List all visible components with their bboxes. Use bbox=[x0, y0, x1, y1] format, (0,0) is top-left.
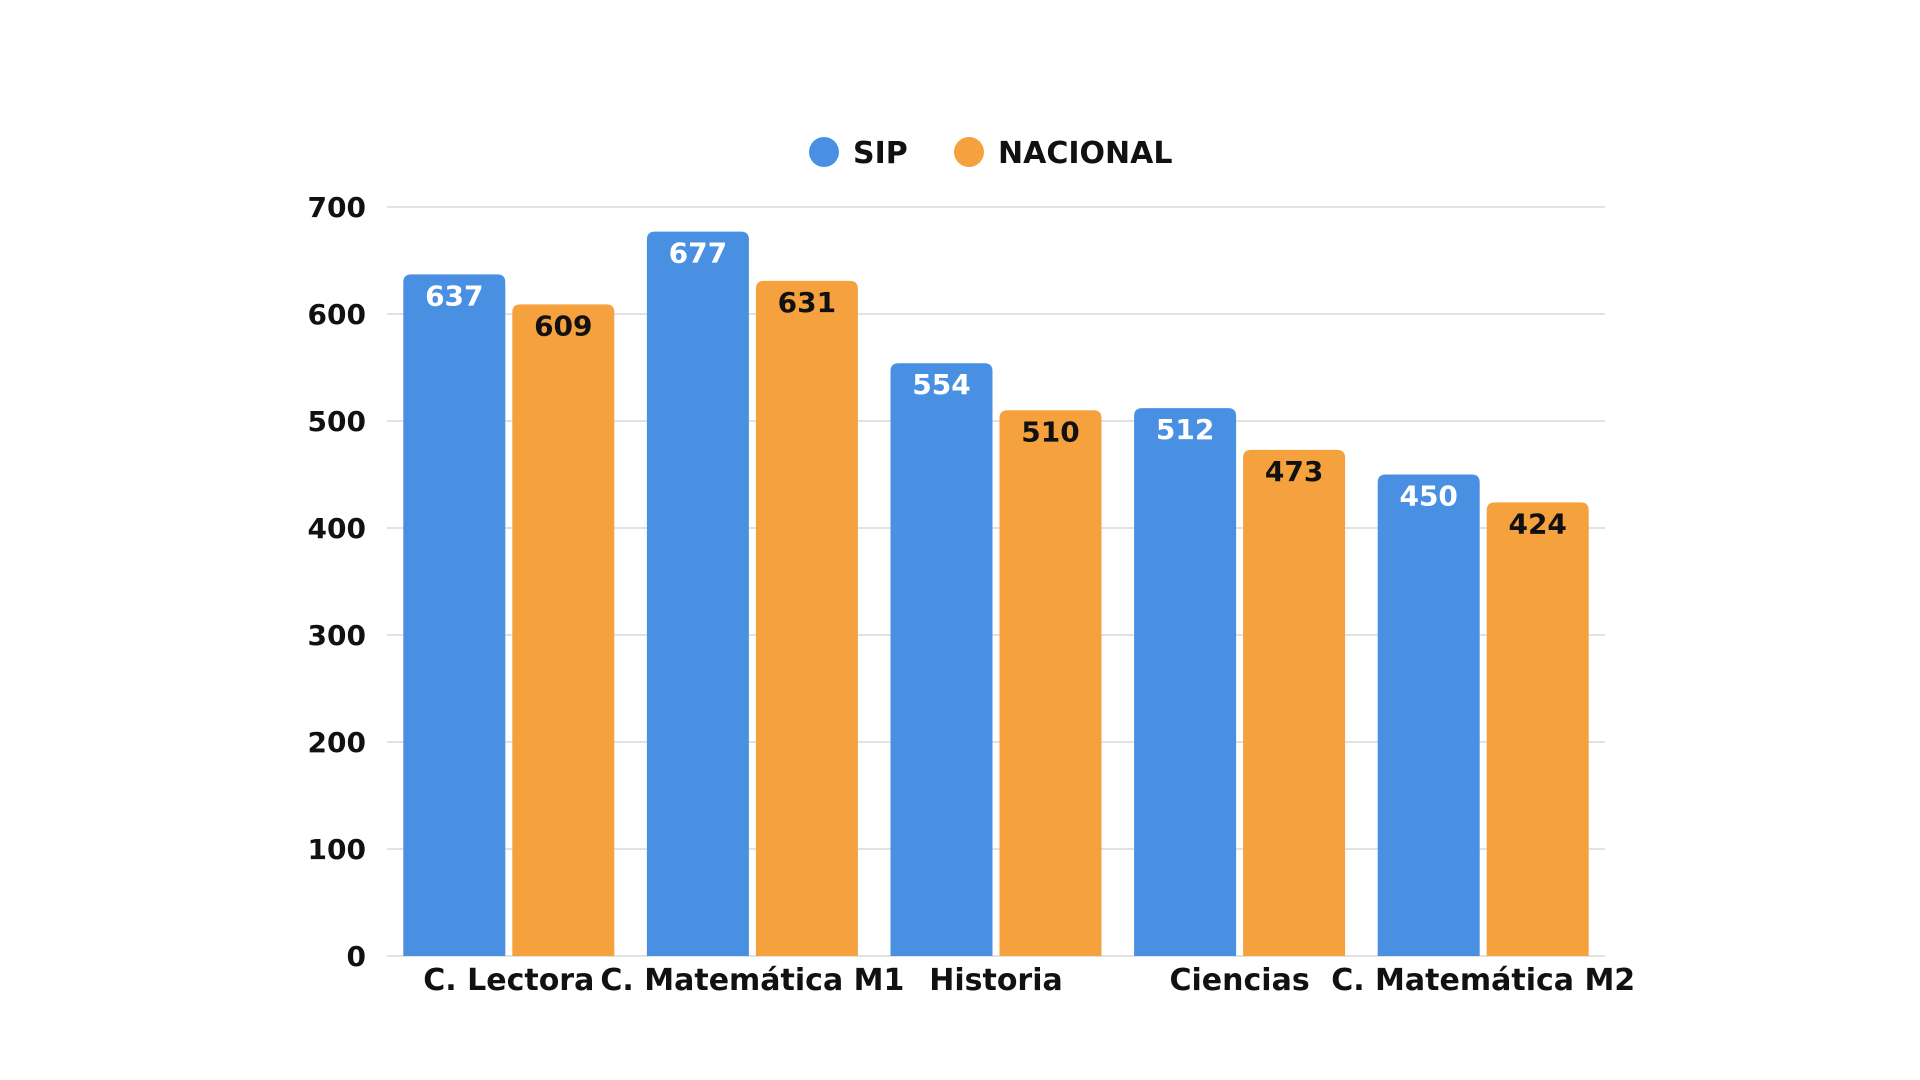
value-label-nacional: 473 bbox=[1265, 455, 1323, 488]
value-label-sip: 677 bbox=[669, 237, 727, 270]
x-category-label: C. Lectora bbox=[423, 963, 594, 998]
x-category-label: Historia bbox=[929, 963, 1063, 998]
value-label-nacional: 424 bbox=[1508, 507, 1566, 540]
y-tick-label: 700 bbox=[308, 191, 366, 224]
y-tick-label: 300 bbox=[308, 619, 366, 652]
bar-nacional-1 bbox=[755, 280, 858, 957]
value-label-nacional: 510 bbox=[1021, 415, 1079, 448]
x-category-label: C. Matemática M2 bbox=[1331, 963, 1635, 998]
value-label-sip: 637 bbox=[425, 279, 483, 312]
bar-sip-4 bbox=[1377, 474, 1480, 956]
bar-sip-3 bbox=[1134, 408, 1237, 956]
bar-sip-1 bbox=[646, 231, 749, 957]
bar-nacional-3 bbox=[1243, 449, 1346, 956]
y-tick-label: 0 bbox=[347, 940, 366, 973]
bar-sip-0 bbox=[403, 274, 506, 956]
legend-marker-sip bbox=[809, 137, 839, 167]
value-label-nacional: 631 bbox=[778, 286, 836, 319]
value-labels: 637 609 677 631 554 510 512 473 450 424 bbox=[425, 237, 1567, 541]
value-label-sip: 450 bbox=[1399, 480, 1457, 513]
bar-nacional-2 bbox=[999, 410, 1102, 956]
bars bbox=[403, 231, 1589, 957]
legend: SIP NACIONAL bbox=[809, 136, 1172, 171]
y-tick-label: 400 bbox=[308, 512, 366, 545]
value-label-nacional: 609 bbox=[534, 309, 592, 342]
y-axis: 0 100 200 300 400 500 600 700 bbox=[308, 191, 366, 973]
value-label-sip: 512 bbox=[1156, 413, 1214, 446]
legend-marker-nacional bbox=[954, 137, 984, 167]
y-tick-label: 200 bbox=[308, 726, 366, 759]
value-label-sip: 554 bbox=[912, 368, 970, 401]
x-axis: C. Lectora C. Matemática M1 Historia Cienci… bbox=[423, 963, 1635, 998]
bar-nacional-0 bbox=[512, 304, 615, 956]
legend-label-nacional: NACIONAL bbox=[998, 136, 1172, 171]
legend-label-sip: SIP bbox=[853, 136, 908, 171]
bar-sip-2 bbox=[890, 363, 993, 957]
x-category-label: C. Matemática M1 bbox=[600, 963, 904, 998]
y-tick-label: 500 bbox=[308, 405, 366, 438]
y-tick-label: 600 bbox=[308, 298, 366, 331]
x-category-label: Ciencias bbox=[1170, 963, 1310, 998]
bar-nacional-4 bbox=[1486, 502, 1589, 956]
y-tick-label: 100 bbox=[308, 833, 366, 866]
